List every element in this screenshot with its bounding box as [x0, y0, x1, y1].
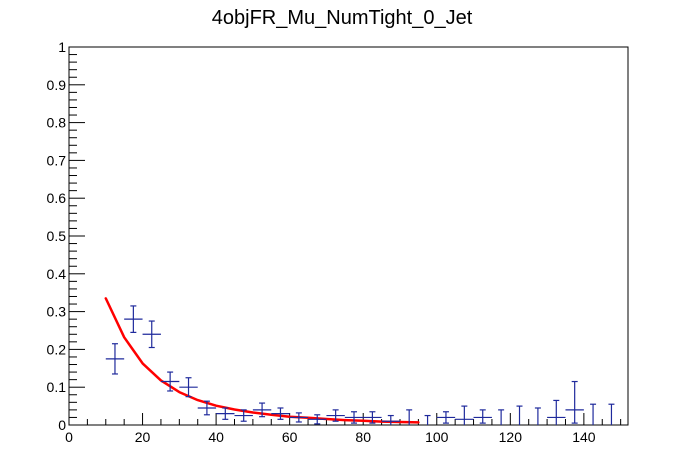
data-point: [216, 407, 235, 420]
data-point: [105, 343, 125, 375]
plot-frame: [68, 46, 629, 426]
x-tick-label: 120: [499, 429, 523, 445]
data-point: [381, 414, 400, 425]
y-tick-label: 0.5: [47, 228, 67, 244]
data-point: [344, 411, 364, 424]
data-point: [608, 403, 615, 425]
y-tick-label: 0.3: [47, 304, 67, 320]
data-point: [590, 403, 597, 425]
data-point: [179, 377, 198, 398]
x-tick-label: 80: [355, 429, 371, 445]
data-point: [124, 305, 143, 333]
data-point: [498, 409, 505, 425]
y-tick-label: 0.4: [47, 266, 67, 282]
y-tick-label: 0.1: [47, 379, 67, 395]
data-point: [547, 399, 566, 425]
data-point: [565, 380, 584, 424]
x-tick-label: 40: [208, 429, 224, 445]
chart-title: 4objFR_Mu_NumTight_0_Jet: [212, 7, 473, 29]
data-point: [197, 400, 217, 416]
data-point: [271, 407, 290, 420]
y-tick-label: 0.8: [47, 115, 67, 131]
data-point: [160, 371, 180, 392]
x-tick-label: 100: [425, 429, 449, 445]
x-tick-label: 140: [572, 429, 596, 445]
y-tick-label: 0.9: [47, 77, 67, 93]
data-point: [424, 414, 431, 425]
data-point: [406, 409, 413, 425]
data-point: [289, 412, 309, 423]
y-tick-label: 0.6: [47, 190, 67, 206]
y-tick-label: 0.7: [47, 152, 67, 168]
data-point: [516, 405, 523, 425]
data-point: [455, 405, 474, 425]
axes: 0 20 40 60 80 100 120 140 0 0.1 0.2 0.3 0.4 0.5 0.6 0.7…: [47, 39, 622, 445]
y-tick-label: 0.2: [47, 341, 67, 357]
x-tick-label: 0: [65, 429, 73, 445]
data-point: [436, 411, 456, 424]
data-point: [308, 414, 327, 425]
data-point: [534, 407, 541, 425]
x-tick-label: 60: [282, 429, 298, 445]
data-point: [142, 320, 161, 349]
data-point: [326, 409, 345, 422]
data-point: [363, 411, 382, 424]
data-point: [252, 402, 272, 418]
y-tick-label: 0: [58, 417, 66, 433]
y-tick-label: 1: [58, 39, 66, 55]
data-point: [473, 409, 492, 424]
data-point: [234, 409, 253, 422]
x-tick-label: 20: [135, 429, 151, 445]
data-points: [105, 305, 615, 425]
